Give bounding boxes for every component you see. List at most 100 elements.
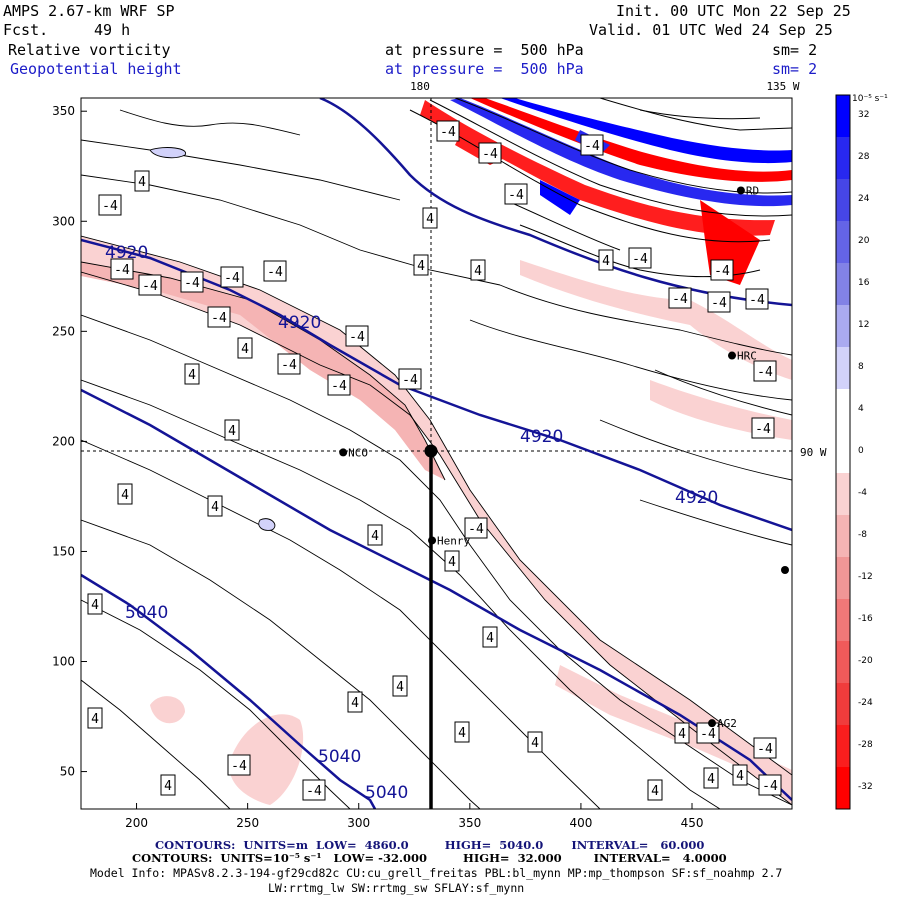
height-contour-labels: 4920 4920 4920 4920 5040 5040 5040 xyxy=(105,243,718,803)
vorticity-label: -4 xyxy=(710,259,734,281)
vorticity-label: -4 xyxy=(436,120,460,142)
station-label: Henry xyxy=(437,534,470,547)
colorbar-swatch xyxy=(836,221,850,264)
vorticity-label: 4 xyxy=(184,363,200,385)
vorticity-label-text: 4 xyxy=(426,212,434,227)
vorticity-label: -4 xyxy=(138,274,162,296)
vorticity-label-text: -4 xyxy=(757,742,773,757)
vorticity-label-box xyxy=(347,691,363,713)
vorticity-label-text: 4 xyxy=(458,726,466,741)
y-tick-label: 150 xyxy=(52,544,75,558)
station-label: AG2 xyxy=(717,717,737,730)
forecast-hour: 49 h xyxy=(94,21,131,39)
vorticity-label-box xyxy=(87,593,103,615)
station-label: HRC xyxy=(737,350,757,363)
vorticity-label: -4 xyxy=(263,260,287,282)
vorticity-label-text: -4 xyxy=(762,779,778,794)
vorticity-label-text: 4 xyxy=(417,259,425,274)
vorticity-label: -4 xyxy=(110,258,134,280)
vorticity-label: 4 xyxy=(674,722,690,744)
station-marker xyxy=(428,536,437,545)
vorticity-label-box xyxy=(598,249,614,271)
station-marker xyxy=(339,448,348,457)
y-tick-label: 300 xyxy=(52,214,75,228)
meridian-135w-label: 135 W xyxy=(766,80,799,93)
vorticity-label-text: 4 xyxy=(474,264,482,279)
colorbar-swatch xyxy=(836,641,850,684)
y-tick-label: 100 xyxy=(52,655,75,669)
vorticity-label-text: -4 xyxy=(482,147,498,162)
vorticity-label-text: 4 xyxy=(371,529,379,544)
vorticity-label: -4 xyxy=(180,271,204,293)
colorbar-swatch xyxy=(836,767,850,810)
x-tick-label: 200 xyxy=(125,816,148,830)
vorticity-label-box xyxy=(710,259,734,281)
colorbar-label: 16 xyxy=(858,278,870,288)
vorticity-label: -4 xyxy=(753,737,777,759)
vorticity-label-box xyxy=(413,254,429,276)
vorticity-label-box xyxy=(422,207,438,229)
x-tick-label: 250 xyxy=(236,816,259,830)
vorticity-label: -4 xyxy=(345,325,369,347)
station-marker xyxy=(728,351,737,360)
vorticity-label: 4 xyxy=(392,675,408,697)
vorticity-label: 4 xyxy=(470,259,486,281)
vorticity-label: -4 xyxy=(580,134,604,156)
colorbar-label: 0 xyxy=(858,446,864,456)
vorticity-label-text: 4 xyxy=(602,254,610,269)
vorticity-label-box xyxy=(753,360,777,382)
colorbar-label: 28 xyxy=(858,152,870,162)
x-axis: 200 250 300 350 400 450 xyxy=(125,803,703,830)
vorticity-label-box xyxy=(628,247,652,269)
pressure-level-height: at pressure = 500 hPa xyxy=(385,60,584,78)
vorticity-label-box xyxy=(207,495,223,517)
vorticity-label-box xyxy=(478,142,502,164)
vorticity-label-text: 4 xyxy=(138,175,146,190)
vorticity-label-box xyxy=(398,368,422,390)
colorbar-label: -8 xyxy=(858,530,867,540)
vorticity-label-text: -4 xyxy=(755,422,771,437)
vorticity-label-box xyxy=(674,722,690,744)
vorticity-label-text: 4 xyxy=(651,784,659,799)
plot-field: 4920 4920 4920 4920 5040 5040 5040 4 -4 4 4… xyxy=(81,98,792,809)
vorticity-label-box xyxy=(758,774,782,796)
height-label: 4920 xyxy=(520,427,563,447)
vorticity-label-text: -4 xyxy=(402,373,418,388)
meridian-180-label: 180 xyxy=(410,80,430,93)
vorticity-label-box xyxy=(527,731,543,753)
vorticity-label: -4 xyxy=(302,779,326,801)
vorticity-label-text: -4 xyxy=(114,263,130,278)
colorbar-swatch xyxy=(836,473,850,516)
colorbar-label: 8 xyxy=(858,362,864,372)
vorticity-label-text: 4 xyxy=(531,736,539,751)
vorticity-label-box xyxy=(392,675,408,697)
vorticity-label: 4 xyxy=(160,774,176,796)
vorticity-label-text: 4 xyxy=(396,680,404,695)
vorticity-label-text: -4 xyxy=(711,296,727,311)
vorticity-label: -4 xyxy=(207,306,231,328)
colorbar-frame xyxy=(835,94,851,810)
forecast-label: Fcst. xyxy=(3,21,49,39)
station-marker xyxy=(781,566,789,574)
vorticity-label-text: -4 xyxy=(267,265,283,280)
colorbar-unit: 10⁻⁵ s⁻¹ xyxy=(852,94,888,104)
vorticity-label-text: -4 xyxy=(700,727,716,742)
height-label: 5040 xyxy=(125,603,168,623)
vorticity-label-text: 4 xyxy=(351,696,359,711)
vorticity-label-box xyxy=(110,258,134,280)
vorticity-label-text: -4 xyxy=(231,759,247,774)
vorticity-label-box xyxy=(745,288,769,310)
colorbar-label: -28 xyxy=(858,740,873,750)
station-label: RD xyxy=(746,184,759,197)
vorticity-label-text: 4 xyxy=(228,424,236,439)
colorbar-label: 20 xyxy=(858,236,870,246)
vorticity-label: -4 xyxy=(327,374,351,396)
colorbar-swatch xyxy=(836,431,850,474)
vorticity-label-box xyxy=(227,754,251,776)
vorticity-label-text: -4 xyxy=(349,330,365,345)
vorticity-label: 4 xyxy=(732,764,748,786)
vorticity-label: 4 xyxy=(237,337,253,359)
vorticity-label-text: -4 xyxy=(102,199,118,214)
x-tick-label: 450 xyxy=(681,816,704,830)
